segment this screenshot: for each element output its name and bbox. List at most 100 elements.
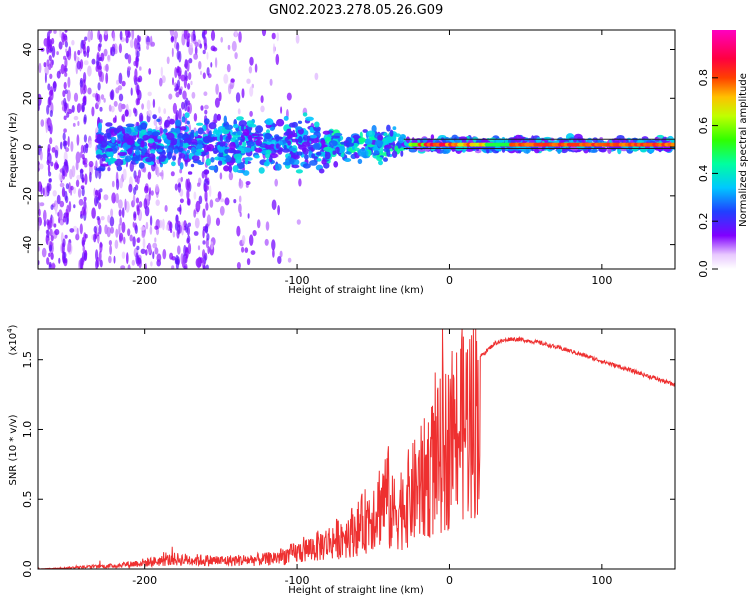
noise-blob [91,58,96,65]
noise-streak [83,72,87,83]
band-blob [125,127,132,135]
band-blob [108,142,113,146]
band-blob [266,129,270,135]
band-blob [179,153,186,159]
band-blob [189,132,195,140]
band-blob [184,152,188,160]
noise-blob [241,235,246,245]
snr-y-label: SNR (10 * v/v) [8,414,19,485]
noise-streak [79,257,83,269]
noise-blob [227,44,231,50]
noise-streak [187,178,191,191]
noise-blob [237,108,241,115]
noise-streak [177,224,181,235]
noise-blob [187,122,192,135]
noise-blob [154,247,159,255]
noise-blob [77,103,82,112]
band-blob [223,154,232,163]
band-blob [179,162,184,170]
band-blob [156,118,161,123]
noise-streak [202,240,206,245]
noise-blob [82,245,86,253]
band-blob [400,150,404,157]
band-blob [422,137,428,143]
band-blob [223,165,230,172]
band-blob [314,121,320,128]
noise-blob [150,190,154,196]
noise-streak [202,264,206,269]
noise-blob [210,241,214,250]
band-blob [218,151,224,158]
noise-blob [279,250,283,258]
band-blob [175,119,181,126]
noise-blob [170,229,173,233]
band-blob [333,161,339,168]
band-blob [172,155,176,161]
noise-blob [169,30,175,37]
band-blob [142,124,146,129]
noise-blob [38,201,41,212]
noise-blob [193,191,197,200]
noise-blob [198,195,203,205]
band-blob [275,143,280,149]
band-blob [291,164,300,169]
noise-blob [109,216,115,227]
band-blob [295,126,303,130]
noise-streak [83,100,87,106]
noise-blob [296,219,301,225]
noise-blob [127,66,132,71]
noise-blob [52,190,57,197]
band-blob [384,136,394,144]
x-tick-label: -200 [132,274,157,287]
colorbar-gradient [712,30,736,269]
band-blob [98,127,102,134]
noise-blob [126,252,129,265]
band-blob [132,134,137,141]
noise-streak [184,99,188,112]
band-blob [180,142,184,148]
noise-streak [66,111,70,118]
band-blob [164,145,169,149]
noise-blob [100,94,105,100]
band-blob [223,115,227,124]
band-blob [218,146,224,153]
noise-blob [161,169,164,180]
noise-blob [194,45,198,56]
spectrogram-y-label: Frequency (Hz) [8,112,19,188]
noise-streak [47,144,51,152]
noise-blob [250,250,256,256]
noise-blob [110,208,114,218]
noise-blob [38,62,42,74]
noise-blob [153,119,158,126]
snr-series-clip [38,329,675,569]
noise-blob [168,93,173,100]
noise-blob [210,62,213,68]
noise-blob [224,197,230,206]
band-blob [150,148,156,155]
band-blob [282,148,291,153]
noise-streak [136,34,140,46]
noise-streak [84,233,88,239]
noise-streak [62,132,66,141]
noise-blob [83,60,89,66]
noise-blob [195,200,201,213]
noise-blob [118,72,123,85]
noise-streak [136,50,140,58]
noise-blob [128,183,133,193]
noise-blob [235,92,241,103]
noise-blob [147,243,152,254]
noise-blob [209,199,214,208]
noise-blob [150,261,153,267]
noise-blob [189,42,193,49]
noise-blob [63,151,68,163]
noise-streak [178,108,182,120]
noise-blob [115,79,120,85]
band-blob [210,157,215,163]
snr-scale-exponent: 4 [6,328,14,333]
noise-blob [298,178,302,187]
noise-blob [201,156,205,165]
noise-blob [159,77,163,87]
noise-blob [172,77,174,86]
band-blob [217,157,226,161]
noise-blob [75,151,81,164]
